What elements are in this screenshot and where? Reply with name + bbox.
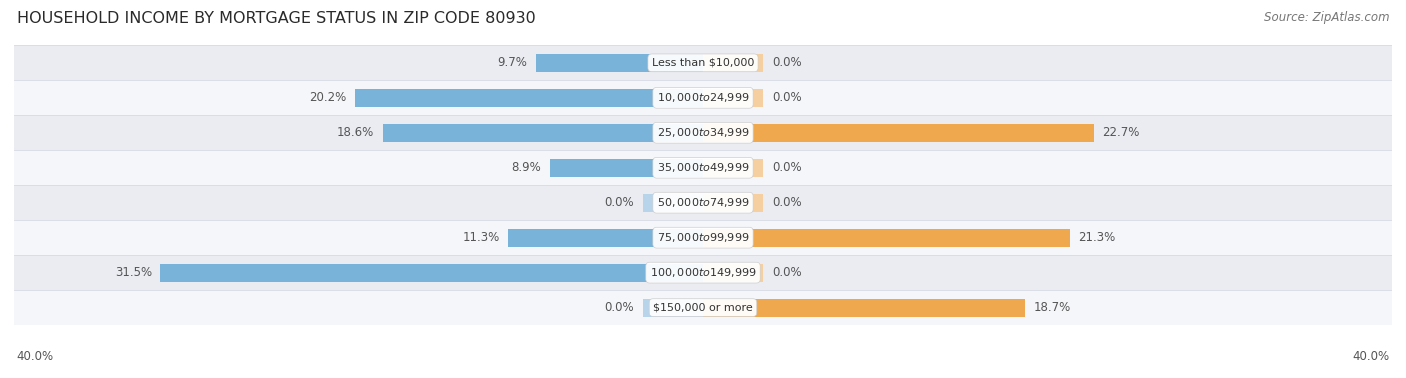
Bar [550,159,703,177]
Text: 0.0%: 0.0% [605,301,634,314]
Bar [703,299,1025,317]
Bar [703,159,763,177]
Text: 0.0%: 0.0% [772,266,801,279]
Bar [14,290,1392,325]
Text: 0.0%: 0.0% [772,91,801,104]
Bar [14,220,1392,255]
Bar [643,299,703,317]
Text: $35,000 to $49,999: $35,000 to $49,999 [657,161,749,174]
Text: 31.5%: 31.5% [115,266,152,279]
Bar [703,299,763,317]
Bar [14,45,1392,81]
Bar [356,89,703,107]
Bar [643,194,703,212]
Text: 8.9%: 8.9% [512,161,541,174]
Bar [703,194,763,212]
Bar [14,255,1392,290]
Text: Less than $10,000: Less than $10,000 [652,58,754,68]
Bar [703,263,763,282]
Bar [509,229,703,247]
Bar [703,54,763,72]
Bar [703,89,763,107]
Text: $75,000 to $99,999: $75,000 to $99,999 [657,231,749,244]
Text: $150,000 or more: $150,000 or more [654,303,752,313]
Text: 40.0%: 40.0% [17,350,53,363]
Bar [536,54,703,72]
Text: 22.7%: 22.7% [1102,126,1140,139]
Text: $50,000 to $74,999: $50,000 to $74,999 [657,196,749,209]
Legend: Without Mortgage, With Mortgage: Without Mortgage, With Mortgage [574,374,832,378]
Text: 18.7%: 18.7% [1033,301,1071,314]
Text: $100,000 to $149,999: $100,000 to $149,999 [650,266,756,279]
Bar [14,81,1392,115]
Text: $25,000 to $34,999: $25,000 to $34,999 [657,126,749,139]
Text: 0.0%: 0.0% [772,196,801,209]
Bar [382,124,703,142]
Bar [703,124,1094,142]
Bar [14,115,1392,150]
Text: 18.6%: 18.6% [337,126,374,139]
Bar [14,150,1392,185]
Bar [14,185,1392,220]
Text: Source: ZipAtlas.com: Source: ZipAtlas.com [1264,11,1389,24]
Text: 40.0%: 40.0% [1353,350,1389,363]
Text: 0.0%: 0.0% [772,56,801,69]
Text: 0.0%: 0.0% [605,196,634,209]
Bar [703,124,763,142]
Text: 21.3%: 21.3% [1078,231,1116,244]
Text: HOUSEHOLD INCOME BY MORTGAGE STATUS IN ZIP CODE 80930: HOUSEHOLD INCOME BY MORTGAGE STATUS IN Z… [17,11,536,26]
Text: 0.0%: 0.0% [772,161,801,174]
Text: 9.7%: 9.7% [498,56,527,69]
Bar [703,229,1070,247]
Text: $10,000 to $24,999: $10,000 to $24,999 [657,91,749,104]
Text: 20.2%: 20.2% [309,91,346,104]
Bar [160,263,703,282]
Bar [703,229,763,247]
Text: 11.3%: 11.3% [463,231,499,244]
